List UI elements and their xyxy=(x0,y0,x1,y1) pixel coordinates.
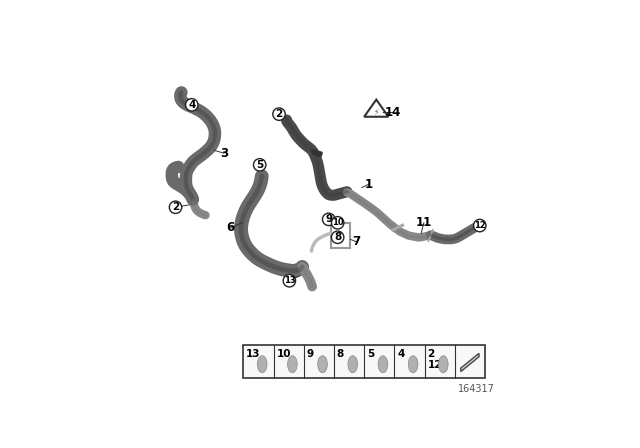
Text: 164317: 164317 xyxy=(458,383,495,393)
Circle shape xyxy=(332,216,344,229)
Circle shape xyxy=(253,159,266,171)
Text: ⚡: ⚡ xyxy=(374,107,379,116)
Circle shape xyxy=(332,231,344,244)
Text: 6: 6 xyxy=(227,221,235,234)
Ellipse shape xyxy=(348,356,358,373)
Text: 2: 2 xyxy=(275,109,283,119)
Ellipse shape xyxy=(287,356,297,373)
Text: 2: 2 xyxy=(172,202,179,212)
Bar xyxy=(331,224,349,248)
Text: 14: 14 xyxy=(385,106,401,119)
Text: 10: 10 xyxy=(332,218,344,227)
Ellipse shape xyxy=(257,356,267,373)
Text: 7: 7 xyxy=(352,235,360,248)
Ellipse shape xyxy=(317,356,328,373)
Bar xyxy=(243,345,485,378)
Circle shape xyxy=(170,201,182,214)
Text: 1: 1 xyxy=(365,178,372,191)
Text: 4: 4 xyxy=(397,349,404,359)
Text: 3: 3 xyxy=(220,146,228,159)
Text: 12: 12 xyxy=(474,221,486,230)
Text: 11: 11 xyxy=(416,216,432,229)
Text: 9: 9 xyxy=(307,349,314,359)
Text: 10: 10 xyxy=(276,349,291,359)
Circle shape xyxy=(283,275,296,287)
Circle shape xyxy=(474,220,486,232)
Circle shape xyxy=(323,213,335,225)
Ellipse shape xyxy=(438,356,448,373)
Text: 9: 9 xyxy=(325,214,332,224)
Text: 4: 4 xyxy=(188,100,195,110)
Circle shape xyxy=(273,108,285,121)
Text: 8: 8 xyxy=(334,232,341,242)
Text: 13: 13 xyxy=(284,276,295,285)
Circle shape xyxy=(186,99,198,111)
Text: 2
12: 2 12 xyxy=(428,349,442,370)
Text: 8: 8 xyxy=(337,349,344,359)
Text: 5: 5 xyxy=(256,160,263,170)
Text: 13: 13 xyxy=(246,349,260,359)
Polygon shape xyxy=(364,99,388,117)
Ellipse shape xyxy=(408,356,418,373)
Text: 5: 5 xyxy=(367,349,374,359)
Ellipse shape xyxy=(378,356,388,373)
